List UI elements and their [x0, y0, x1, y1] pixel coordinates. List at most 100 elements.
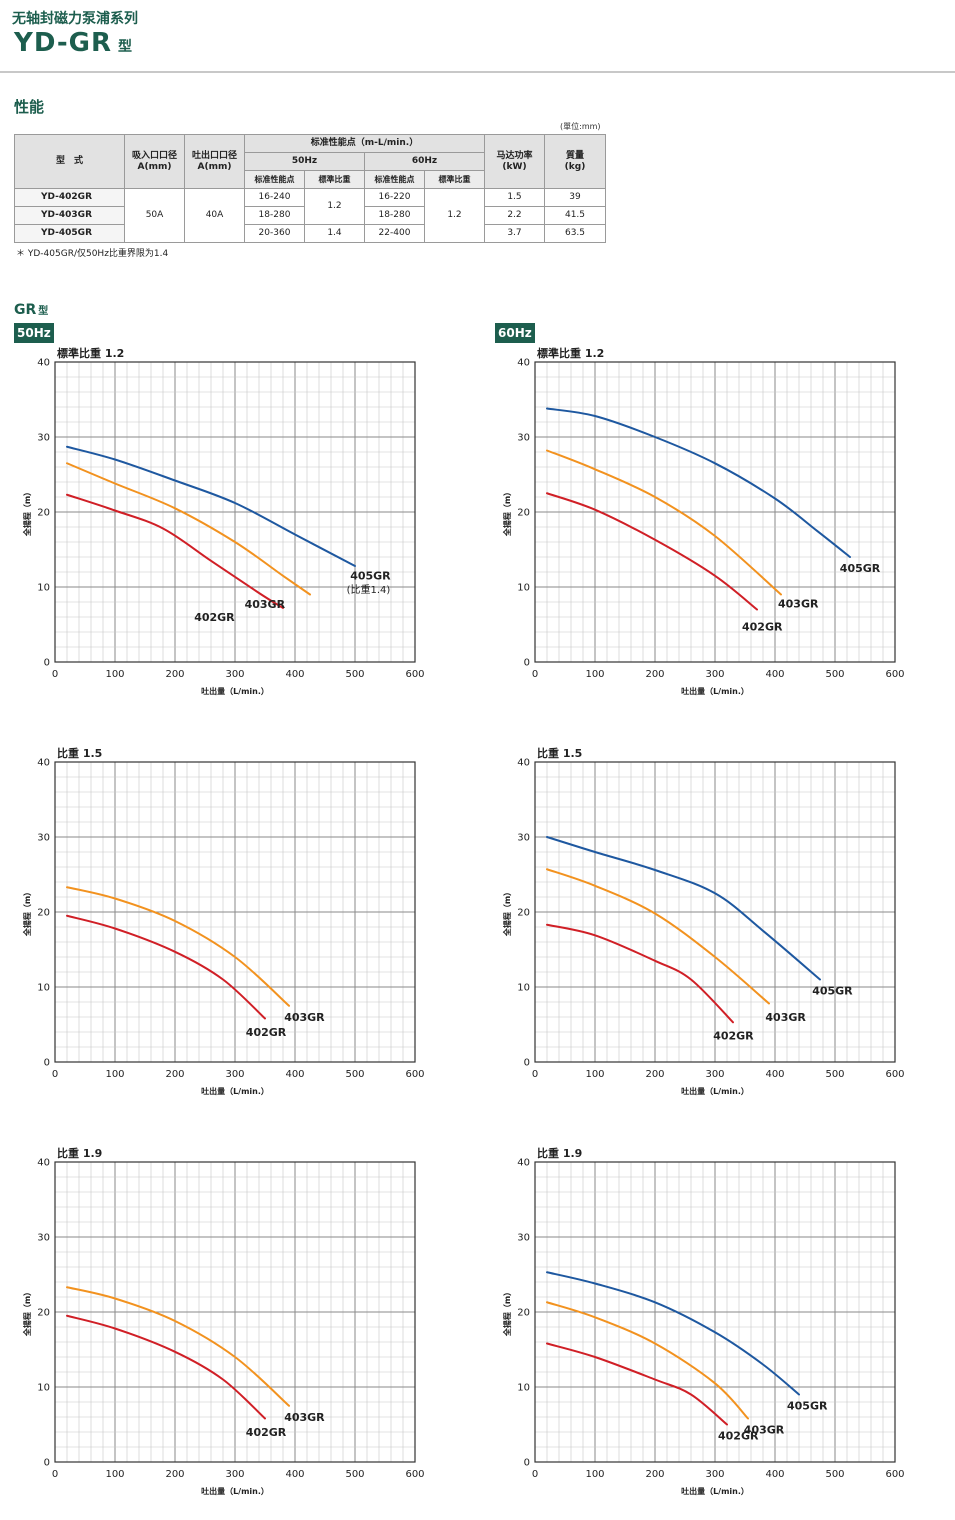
- x-tick-label: 400: [285, 669, 304, 680]
- y-tick-label: 30: [37, 833, 50, 844]
- unit-note: (單位:mm): [560, 122, 601, 131]
- y-tick-label: 30: [517, 833, 530, 844]
- y-tick-label: 20: [517, 508, 530, 519]
- curve-403GR: [546, 868, 770, 1005]
- header-suction-unit: A(mm): [137, 161, 172, 172]
- cell-motor: 1.5: [484, 188, 545, 207]
- cell-perf-60: 18-280: [364, 206, 425, 225]
- chart-title: 比重 1.5: [537, 746, 582, 760]
- y-tick-label: 0: [44, 658, 50, 669]
- cell-motor: 3.7: [484, 224, 545, 243]
- y-tick-label: 20: [37, 908, 50, 919]
- y-tick-label: 20: [37, 508, 50, 519]
- header-divider: [0, 71, 955, 73]
- header-weight-unit: (kg): [564, 161, 586, 172]
- x-tick-label: 600: [405, 1469, 424, 1480]
- plot-grid: [535, 362, 895, 662]
- curve-label-405GR: 405GR: [787, 1400, 828, 1413]
- y-tick-label: 10: [517, 983, 530, 994]
- x-tick-label: 0: [52, 1069, 58, 1080]
- footnote: ＊ YD-405GR/仅50Hz比重界限为1.4: [16, 249, 169, 259]
- y-tick-label: 0: [524, 658, 530, 669]
- chart-60hz-sg12: 標準比重 1.2 0 100 200 300 400 500 600 0 10 20 30 40 吐出量（…: [502, 346, 905, 696]
- x-tick-label: 200: [165, 1069, 184, 1080]
- x-tick-label: 500: [825, 1469, 844, 1480]
- chart-title: 比重 1.9: [537, 1146, 582, 1160]
- y-tick-label: 40: [517, 1158, 530, 1169]
- x-tick-label: 100: [105, 1069, 124, 1080]
- cell-perf-50: 16-240: [244, 188, 305, 207]
- y-axis-label: 全揚程（m）: [22, 488, 32, 537]
- curve-label-403GR: 403GR: [778, 597, 819, 610]
- curve-403GR: [66, 1286, 290, 1407]
- plot-frame: [534, 361, 896, 663]
- y-tick-label: 40: [37, 1158, 50, 1169]
- chart-title: 比重 1.9: [57, 1146, 102, 1160]
- curve-label-402GR: 402GR: [246, 1426, 287, 1439]
- curve-405GR: [546, 1271, 800, 1396]
- y-tick-label: 30: [517, 433, 530, 444]
- table-header-row: 型 式 吸入口口径 A(mm) 吐出口口径 A(mm) 标准性能点（m-L/min.…: [14, 134, 606, 189]
- x-tick-label: 100: [585, 1469, 604, 1480]
- x-tick-label: 600: [885, 669, 904, 680]
- performance-table: 型 式 吸入口口径 A(mm) 吐出口口径 A(mm) 标准性能点（m-L/min.…: [14, 134, 606, 243]
- x-tick-label: 400: [285, 1469, 304, 1480]
- gr-heading-suffix: 型: [38, 306, 49, 317]
- table-row: YD-405GR 20-360 1.4 22-400 3.7 63.5: [14, 224, 606, 243]
- x-tick-label: 0: [532, 669, 538, 680]
- cell-sg-50-group: 1.2: [304, 188, 365, 225]
- model-title: YD-GR 型: [14, 28, 133, 58]
- chart-title: 標準比重 1.2: [57, 346, 124, 360]
- y-axis-label: 全揚程（m）: [502, 1288, 512, 1337]
- cell-perf-50: 20-360: [244, 224, 305, 243]
- x-tick-label: 500: [825, 669, 844, 680]
- x-tick-label: 600: [405, 1069, 424, 1080]
- y-tick-label: 0: [524, 1458, 530, 1469]
- curve-403GR: [66, 886, 290, 1007]
- x-tick-label: 300: [225, 1069, 244, 1080]
- y-tick-label: 20: [517, 908, 530, 919]
- x-tick-label: 100: [105, 1469, 124, 1480]
- x-tick-label: 200: [645, 1469, 664, 1480]
- performance-heading: 性能: [14, 98, 45, 116]
- curve-403GR: [546, 449, 782, 596]
- header-weight-label: 質量: [565, 150, 584, 161]
- header-std-point-50: 标准性能点: [244, 170, 305, 189]
- y-tick-label: 10: [37, 583, 50, 594]
- curve-label-403GR: 403GR: [765, 1011, 806, 1024]
- curve-label-403GR: 403GR: [284, 1011, 325, 1024]
- x-tick-label: 200: [165, 669, 184, 680]
- header-suction: 吸入口口径 A(mm): [124, 134, 185, 189]
- plot-grid: [55, 1162, 415, 1462]
- header-motor-unit: (kW): [502, 161, 527, 172]
- x-axis-label: 吐出量（L/min.）: [681, 1486, 749, 1496]
- table-row: YD-403GR 18-280 18-280 2.2 41.5: [14, 206, 606, 225]
- plot-grid: [535, 1162, 895, 1462]
- header-suction-label: 吸入口口径: [131, 150, 177, 161]
- header-motor-label: 马达功率: [496, 150, 533, 161]
- chart-60hz-sg15: 比重 1.5 0 100 200 300 400 500 600 0 10 20 30 40 吐出量（L/…: [502, 746, 905, 1096]
- curve-402GR: [546, 923, 734, 1024]
- cell-weight: 63.5: [544, 224, 606, 243]
- hz50-badge: 50Hz: [14, 323, 54, 343]
- curve-402GR: [66, 493, 284, 609]
- curve-403GR: [546, 1301, 749, 1420]
- y-tick-label: 40: [517, 758, 530, 769]
- model-suffix: 型: [118, 39, 134, 55]
- x-axis-label: 吐出量（L/min.）: [201, 686, 269, 696]
- curve-402GR: [66, 914, 266, 1020]
- header-motor: 马达功率 (kW): [484, 134, 545, 189]
- curve-403GR: [66, 462, 311, 596]
- x-axis-label: 吐出量（L/min.）: [201, 1486, 269, 1496]
- plot-frame: [534, 761, 896, 1063]
- cell-motor: 2.2: [484, 206, 545, 225]
- y-axis-label: 全揚程（m）: [22, 888, 32, 937]
- curve-label-402GR: 402GR: [246, 1026, 287, 1039]
- curve-405GR: [66, 445, 356, 567]
- cell-perf-60: 16-220: [364, 188, 425, 207]
- curve-402GR: [546, 1342, 728, 1426]
- x-tick-label: 100: [585, 669, 604, 680]
- x-tick-label: 400: [765, 1069, 784, 1080]
- x-tick-label: 200: [645, 1069, 664, 1080]
- header-std-sg-60: 標準比重: [424, 170, 485, 189]
